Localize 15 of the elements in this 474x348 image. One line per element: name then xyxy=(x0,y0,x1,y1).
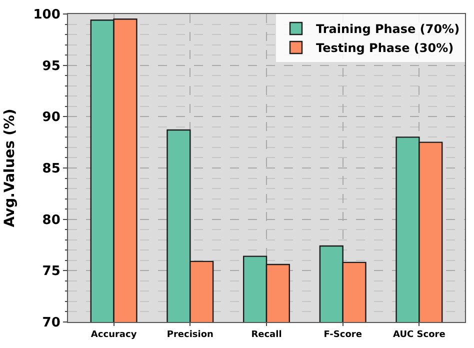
legend-label: Training Phase (70%) xyxy=(316,22,460,36)
x-tick-label: Precision xyxy=(166,330,214,340)
x-tick-label: F-Score xyxy=(324,330,362,340)
y-tick-label: 70 xyxy=(42,316,60,331)
y-tick-label: 85 xyxy=(42,162,60,177)
x-tick-label: AUC Score xyxy=(393,330,446,340)
legend-label: Testing Phase (30%) xyxy=(316,41,454,56)
y-tick-label: 95 xyxy=(42,58,60,74)
x-tick-label: Accuracy xyxy=(90,330,137,340)
y-tick-label: 100 xyxy=(33,8,60,23)
y-tick-label: 90 xyxy=(42,110,60,126)
x-tick-label: Recall xyxy=(251,330,282,340)
y-axis-title: Avg.Values (%) xyxy=(2,108,18,228)
y-tick-label: 75 xyxy=(42,264,60,280)
y-tick-label: 80 xyxy=(42,212,60,228)
